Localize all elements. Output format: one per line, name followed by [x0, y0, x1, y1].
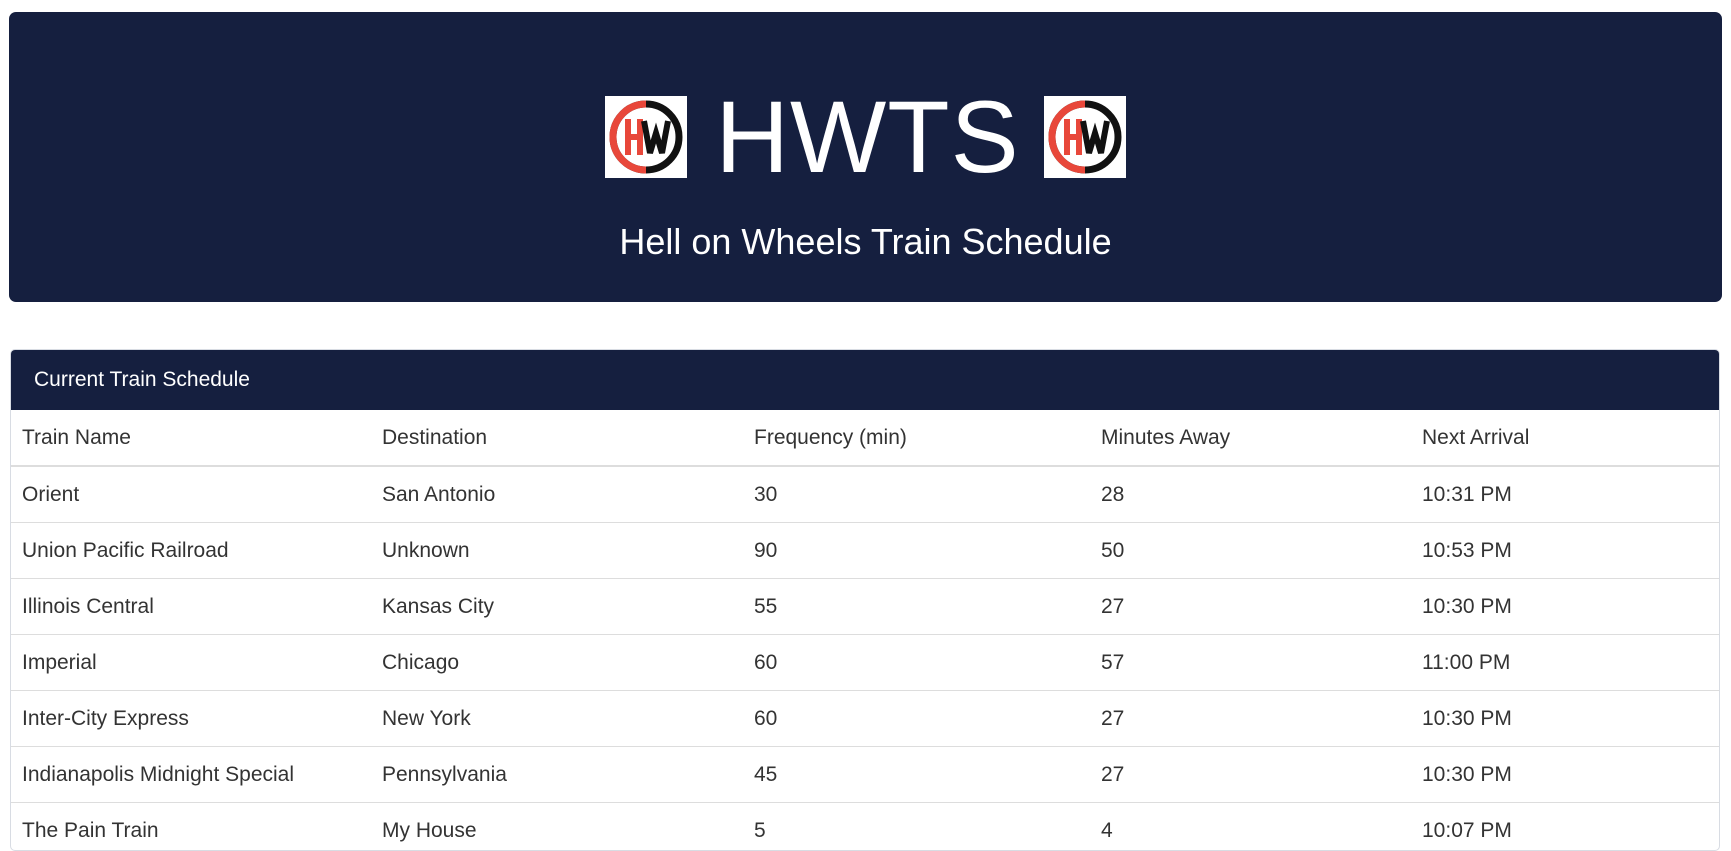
cell-train-name: Orient	[11, 466, 371, 523]
cell-minutes-away: 50	[1090, 523, 1411, 579]
cell-next-arrival: 10:07 PM	[1411, 803, 1719, 851]
table-row: The Pain Train My House 5 4 10:07 PM	[11, 803, 1719, 851]
schedule-panel: Current Train Schedule Train Name Destin…	[10, 349, 1720, 851]
cell-next-arrival: 10:53 PM	[1411, 523, 1719, 579]
cell-train-name: Inter-City Express	[11, 691, 371, 747]
cell-next-arrival: 10:30 PM	[1411, 747, 1719, 803]
table-row: Illinois Central Kansas City 55 27 10:30…	[11, 579, 1719, 635]
header-jumbotron: HWTS Hell on Wheels Train Schedule	[9, 12, 1722, 302]
table-row: Union Pacific Railroad Unknown 90 50 10:…	[11, 523, 1719, 579]
cell-train-name: The Pain Train	[11, 803, 371, 851]
cell-frequency: 45	[743, 747, 1090, 803]
cell-next-arrival: 10:30 PM	[1411, 691, 1719, 747]
panel-heading: Current Train Schedule	[11, 350, 1719, 410]
table-row: Inter-City Express New York 60 27 10:30 …	[11, 691, 1719, 747]
hw-logo-left	[605, 96, 687, 178]
page-title: HWTS	[715, 86, 1019, 188]
cell-minutes-away: 27	[1090, 747, 1411, 803]
cell-frequency: 90	[743, 523, 1090, 579]
schedule-table: Train Name Destination Frequency (min) M…	[11, 410, 1719, 851]
cell-destination: San Antonio	[371, 466, 743, 523]
cell-next-arrival: 10:30 PM	[1411, 579, 1719, 635]
column-header-train-name: Train Name	[11, 410, 371, 466]
table-row: Imperial Chicago 60 57 11:00 PM	[11, 635, 1719, 691]
table-row: Orient San Antonio 30 28 10:31 PM	[11, 466, 1719, 523]
cell-frequency: 60	[743, 635, 1090, 691]
cell-train-name: Illinois Central	[11, 579, 371, 635]
cell-train-name: Indianapolis Midnight Special	[11, 747, 371, 803]
hw-logo-right	[1044, 96, 1126, 178]
column-header-minutes-away: Minutes Away	[1090, 410, 1411, 466]
hw-logo-icon	[608, 99, 684, 175]
cell-destination: My House	[371, 803, 743, 851]
cell-destination: Kansas City	[371, 579, 743, 635]
cell-destination: New York	[371, 691, 743, 747]
column-header-next-arrival: Next Arrival	[1411, 410, 1719, 466]
page-subtitle: Hell on Wheels Train Schedule	[9, 222, 1722, 262]
cell-minutes-away: 27	[1090, 691, 1411, 747]
cell-minutes-away: 28	[1090, 466, 1411, 523]
cell-frequency: 5	[743, 803, 1090, 851]
title-row: HWTS	[9, 86, 1722, 188]
cell-destination: Chicago	[371, 635, 743, 691]
column-header-frequency: Frequency (min)	[743, 410, 1090, 466]
cell-destination: Unknown	[371, 523, 743, 579]
table-row: Indianapolis Midnight Special Pennsylvan…	[11, 747, 1719, 803]
cell-next-arrival: 10:31 PM	[1411, 466, 1719, 523]
hw-logo-icon	[1047, 99, 1123, 175]
column-header-destination: Destination	[371, 410, 743, 466]
cell-destination: Pennsylvania	[371, 747, 743, 803]
cell-frequency: 60	[743, 691, 1090, 747]
table-header-row: Train Name Destination Frequency (min) M…	[11, 410, 1719, 466]
cell-minutes-away: 57	[1090, 635, 1411, 691]
cell-minutes-away: 4	[1090, 803, 1411, 851]
cell-next-arrival: 11:00 PM	[1411, 635, 1719, 691]
cell-train-name: Union Pacific Railroad	[11, 523, 371, 579]
cell-frequency: 30	[743, 466, 1090, 523]
cell-minutes-away: 27	[1090, 579, 1411, 635]
cell-frequency: 55	[743, 579, 1090, 635]
cell-train-name: Imperial	[11, 635, 371, 691]
